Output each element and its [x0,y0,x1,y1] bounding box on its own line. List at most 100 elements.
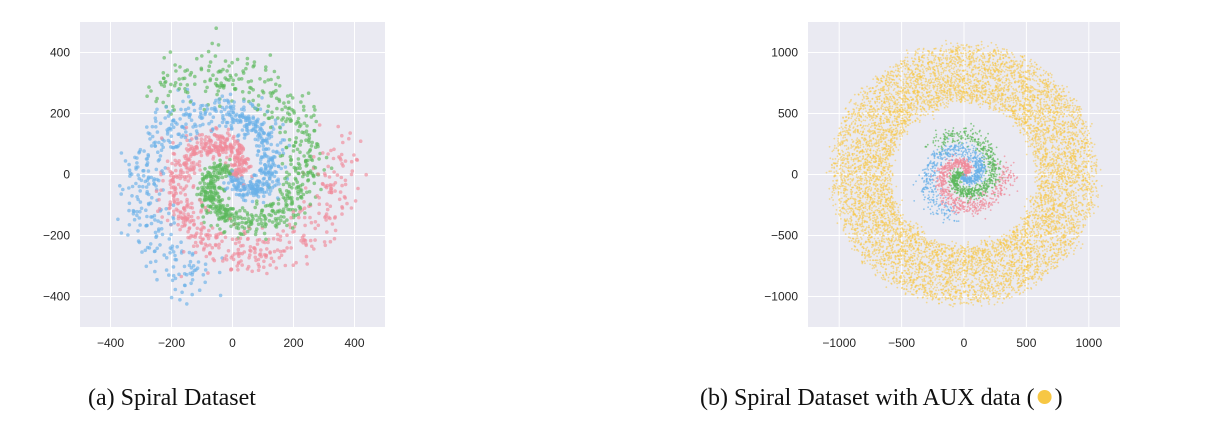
point-class-green [215,84,219,88]
point-class-red [191,210,196,215]
point-class-red [353,199,358,203]
point-class-red [160,215,164,219]
point-class-red [239,259,243,263]
point-class-red [238,236,243,241]
point-class-blue [127,162,131,167]
point-class-blue [192,268,197,273]
point-class-red [199,228,204,233]
point-class-green [310,140,315,145]
point-class-green [287,137,292,142]
point-class-blue [154,119,158,123]
point-class-blue [269,157,274,162]
chart-a-x-ticks: −400 −200 0 200 400 [97,336,365,350]
point-aux [1048,174,1050,177]
point-class-red [224,150,228,155]
point-aux [877,147,880,150]
point-class-blue [170,278,175,283]
point-class-green [276,216,281,221]
point-aux [861,112,864,114]
point-class-red [297,215,301,220]
point-aux [1007,69,1009,72]
point-class-green [206,170,210,174]
point-class-green [280,153,285,158]
point-class-blue [188,132,193,137]
point-class-blue [127,208,131,213]
point-class-red [302,200,306,204]
point-aux [914,265,917,268]
point-class-blue [123,159,128,163]
point-class-red [185,158,189,162]
point-class-green [214,26,218,31]
point-aux [918,47,920,50]
point-class-red [180,216,184,220]
point-class-green [294,178,298,182]
point-class-red [185,170,190,174]
point-class-red [157,207,162,211]
point-aux [871,122,873,125]
point-class-red [333,228,338,233]
point-class-blue [184,122,188,126]
point-class-red [328,239,333,244]
point-class-green [269,77,273,82]
point-aux [1035,80,1038,82]
point-class-green [279,218,283,223]
point-class-blue [149,221,154,226]
point-class-green [307,140,311,144]
point-aux [982,74,985,77]
point-class-blue [203,268,208,272]
point-aux [883,122,886,124]
point-aux [1008,100,1011,103]
point-aux [979,106,982,109]
point-class-blue [238,192,242,197]
point-aux [940,71,943,74]
point-class-green [297,163,302,167]
point-aux [928,241,931,243]
point-class-red [305,262,310,266]
point-aux [1056,239,1059,242]
point-class-red [253,255,258,260]
point-class-blue [262,131,266,135]
point-class-green [296,128,300,133]
point-class-blue [188,259,193,264]
point-class-green [217,165,222,169]
point-aux [941,99,944,101]
point-aux [921,288,923,291]
point-class-red [317,202,322,206]
point-class-blue [169,295,174,300]
point-aux [850,195,853,198]
point-class-green [244,66,248,71]
point-class-red [304,242,308,246]
point-aux [862,113,865,116]
point-aux [1060,148,1063,150]
point-aux [909,65,912,67]
point-class-green [252,63,256,68]
point-aux [890,255,893,257]
point-class-red [232,252,237,256]
point-class-blue [142,149,146,153]
point-class-blue [271,161,276,165]
point-class-green [183,69,187,73]
point-aux [832,189,835,192]
point-class-blue [135,213,139,218]
point-aux [859,233,861,236]
point-class-green [162,76,166,81]
point-aux [1034,250,1037,253]
point-aux [1085,138,1088,141]
point-class-green [244,221,249,225]
point-class-green [243,216,247,221]
point-aux [978,264,981,267]
point-class-blue [160,142,164,147]
point-class-blue [198,111,203,115]
point-class-red [184,165,189,170]
point-aux [873,165,875,168]
point-class-blue [164,105,168,109]
point-class-green [234,211,238,216]
point-class-red [347,136,351,141]
point-class-green [230,207,235,211]
point-class-blue [277,151,282,156]
point-class-green [272,69,277,74]
point-aux [894,223,897,226]
point-class-green [263,224,268,229]
point-aux [1096,158,1098,161]
